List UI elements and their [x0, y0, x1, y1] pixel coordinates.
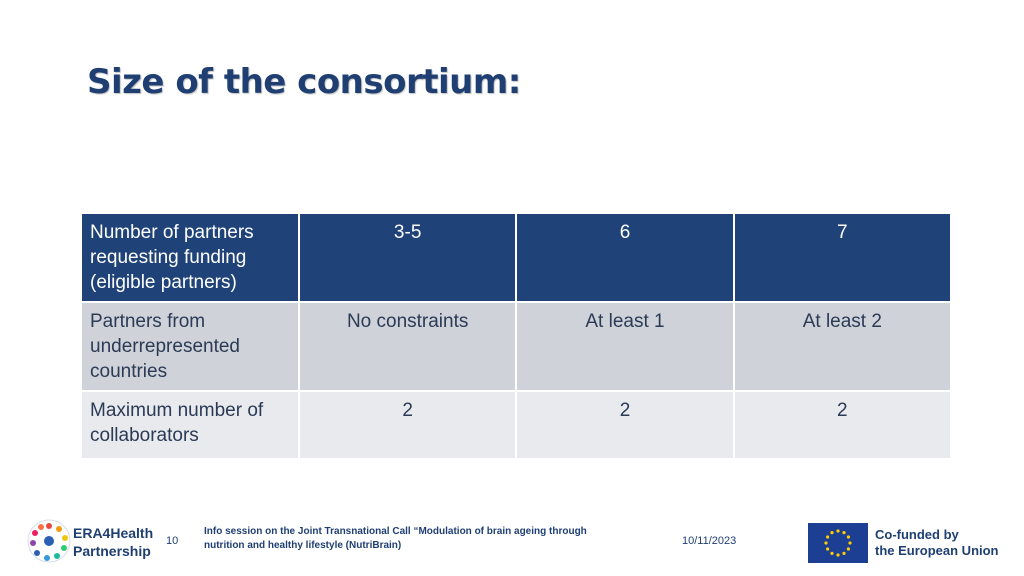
table-row: Partners from underrepresented countries…	[82, 303, 950, 390]
eu-line: Co-funded by	[875, 527, 959, 542]
table-header-row: Number of partners requesting funding (e…	[82, 214, 950, 301]
table-row-label: Partners from underrepresented countries	[82, 303, 298, 390]
table-row: Maximum number of collaborators 2 2 2	[82, 392, 950, 458]
brand-name: ERA4Health Partnership	[73, 524, 153, 560]
eu-line: the European Union	[875, 543, 999, 558]
table-cell: 7	[734, 214, 950, 301]
table-cell: At least 2	[734, 303, 950, 390]
table-row-label: Maximum number of collaborators	[82, 392, 298, 458]
slide-footer: ERA4Health Partnership 10 Info session o…	[0, 510, 1024, 576]
table-cell: 6	[517, 214, 733, 301]
event-description: Info session on the Joint Transnational …	[204, 526, 587, 551]
table-cell: 3-5	[300, 214, 516, 301]
table-cell: No constraints	[300, 303, 516, 390]
slide-date: 10/11/2023	[682, 535, 737, 547]
slide-number: 10	[166, 535, 179, 547]
era4health-logo-icon	[27, 519, 71, 563]
table-cell: At least 1	[517, 303, 733, 390]
table-row-label: Number of partners requesting funding (e…	[82, 214, 298, 301]
table-cell: 2	[517, 392, 733, 458]
eu-funding-label: Co-funded by the European Union	[875, 527, 999, 559]
table-cell: 2	[734, 392, 950, 458]
slide-title: Size of the consortium:	[87, 62, 521, 102]
brand-line: Partnership	[73, 543, 151, 559]
brand-line: ERA4Health	[73, 525, 154, 541]
eu-flag-icon	[808, 523, 868, 563]
consortium-table: Number of partners requesting funding (e…	[80, 212, 952, 460]
table-cell: 2	[300, 392, 516, 458]
